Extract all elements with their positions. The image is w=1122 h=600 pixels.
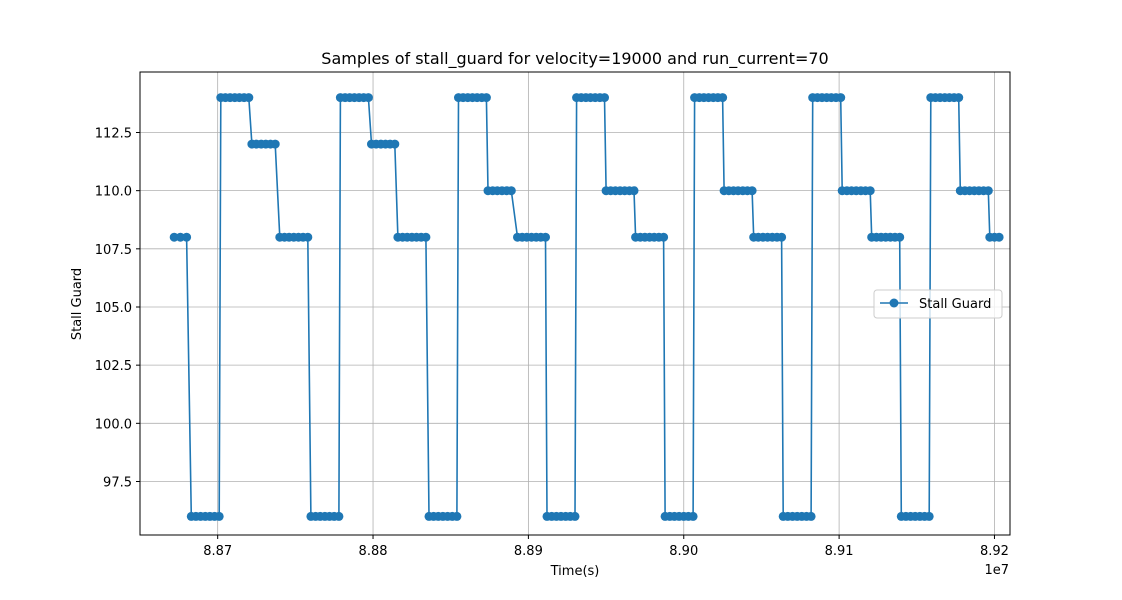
x-tick-label: 8.87 bbox=[203, 544, 232, 559]
y-tick-label: 100.0 bbox=[95, 417, 132, 432]
data-point bbox=[363, 93, 373, 103]
data-point bbox=[390, 139, 400, 149]
grid bbox=[140, 72, 1010, 535]
legend-marker-icon bbox=[889, 298, 899, 308]
x-tick-label: 8.89 bbox=[514, 544, 543, 559]
y-axis-ticks: 97.5 100.0 102.5 105.0 107.5 110.0 112.5 bbox=[95, 126, 140, 490]
data-point bbox=[895, 232, 905, 242]
data-point bbox=[270, 139, 280, 149]
data-point bbox=[777, 232, 787, 242]
chart-title: Samples of stall_guard for velocity=1900… bbox=[321, 49, 828, 69]
data-point bbox=[688, 511, 698, 521]
x-tick-label: 8.91 bbox=[825, 544, 854, 559]
legend: Stall Guard bbox=[873, 289, 1003, 319]
data-point bbox=[954, 93, 964, 103]
y-tick-label: 102.5 bbox=[95, 359, 132, 374]
data-point bbox=[214, 511, 224, 521]
data-point bbox=[659, 232, 669, 242]
legend-label: Stall Guard bbox=[919, 297, 991, 312]
x-axis-offset-label: 1e7 bbox=[984, 563, 1009, 578]
legend-box bbox=[873, 289, 1003, 319]
data-point bbox=[169, 232, 179, 242]
data-point bbox=[506, 186, 516, 196]
data-point bbox=[481, 93, 491, 103]
data-point bbox=[421, 232, 431, 242]
data-point bbox=[600, 93, 609, 103]
data-point bbox=[836, 93, 846, 103]
series-points-group bbox=[169, 93, 1004, 521]
data-point bbox=[541, 232, 550, 242]
data-point bbox=[994, 232, 1004, 242]
x-tick-label: 8.90 bbox=[669, 544, 698, 559]
data-point bbox=[747, 186, 757, 196]
data-point bbox=[452, 511, 462, 521]
data-point bbox=[718, 93, 728, 103]
y-tick-label: 105.0 bbox=[95, 301, 132, 316]
data-point bbox=[182, 232, 192, 242]
x-axis-ticks: 8.87 8.88 8.89 8.90 8.91 8.92 bbox=[203, 535, 1009, 559]
x-tick-label: 8.92 bbox=[980, 544, 1009, 559]
data-point bbox=[334, 511, 344, 521]
data-point bbox=[303, 232, 313, 242]
data-point bbox=[629, 186, 639, 196]
y-tick-label: 112.5 bbox=[95, 126, 132, 141]
y-axis-label: Stall Guard bbox=[70, 268, 85, 340]
data-point bbox=[983, 186, 993, 196]
y-tick-label: 110.0 bbox=[95, 185, 132, 200]
data-point bbox=[175, 232, 185, 242]
data-point bbox=[865, 186, 875, 196]
x-tick-label: 8.88 bbox=[359, 544, 388, 559]
x-axis-label: Time(s) bbox=[550, 564, 600, 579]
data-point bbox=[570, 511, 580, 521]
data-point bbox=[806, 511, 816, 521]
data-point bbox=[924, 511, 934, 521]
y-tick-label: 97.5 bbox=[103, 475, 132, 490]
axes-frame bbox=[139, 71, 1011, 536]
data-point bbox=[244, 93, 254, 103]
y-tick-label: 107.5 bbox=[95, 243, 132, 258]
